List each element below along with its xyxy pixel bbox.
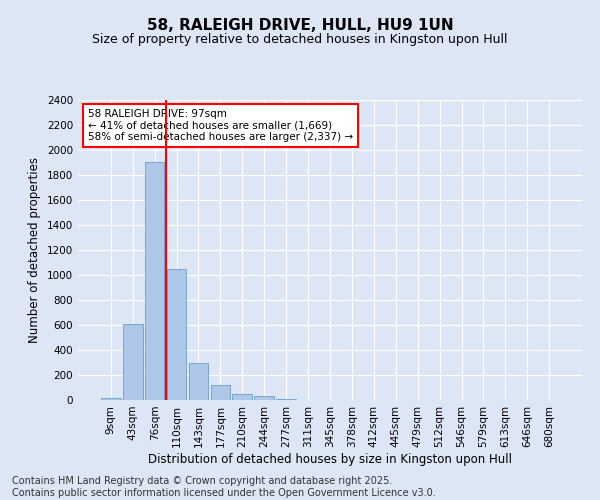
- Bar: [211, 385, 230, 400]
- Bar: [276, 399, 296, 400]
- Y-axis label: Number of detached properties: Number of detached properties: [28, 157, 41, 343]
- Bar: [123, 324, 143, 400]
- X-axis label: Distribution of detached houses by size in Kingston upon Hull: Distribution of detached houses by size …: [148, 452, 512, 466]
- Bar: [254, 396, 274, 400]
- Bar: [101, 398, 121, 400]
- Text: 58, RALEIGH DRIVE, HULL, HU9 1UN: 58, RALEIGH DRIVE, HULL, HU9 1UN: [146, 18, 454, 32]
- Text: Size of property relative to detached houses in Kingston upon Hull: Size of property relative to detached ho…: [92, 32, 508, 46]
- Text: 58 RALEIGH DRIVE: 97sqm
← 41% of detached houses are smaller (1,669)
58% of semi: 58 RALEIGH DRIVE: 97sqm ← 41% of detache…: [88, 109, 353, 142]
- Text: Contains HM Land Registry data © Crown copyright and database right 2025.
Contai: Contains HM Land Registry data © Crown c…: [12, 476, 436, 498]
- Bar: [145, 162, 164, 400]
- Bar: [232, 394, 252, 400]
- Bar: [188, 363, 208, 400]
- Bar: [167, 270, 187, 400]
